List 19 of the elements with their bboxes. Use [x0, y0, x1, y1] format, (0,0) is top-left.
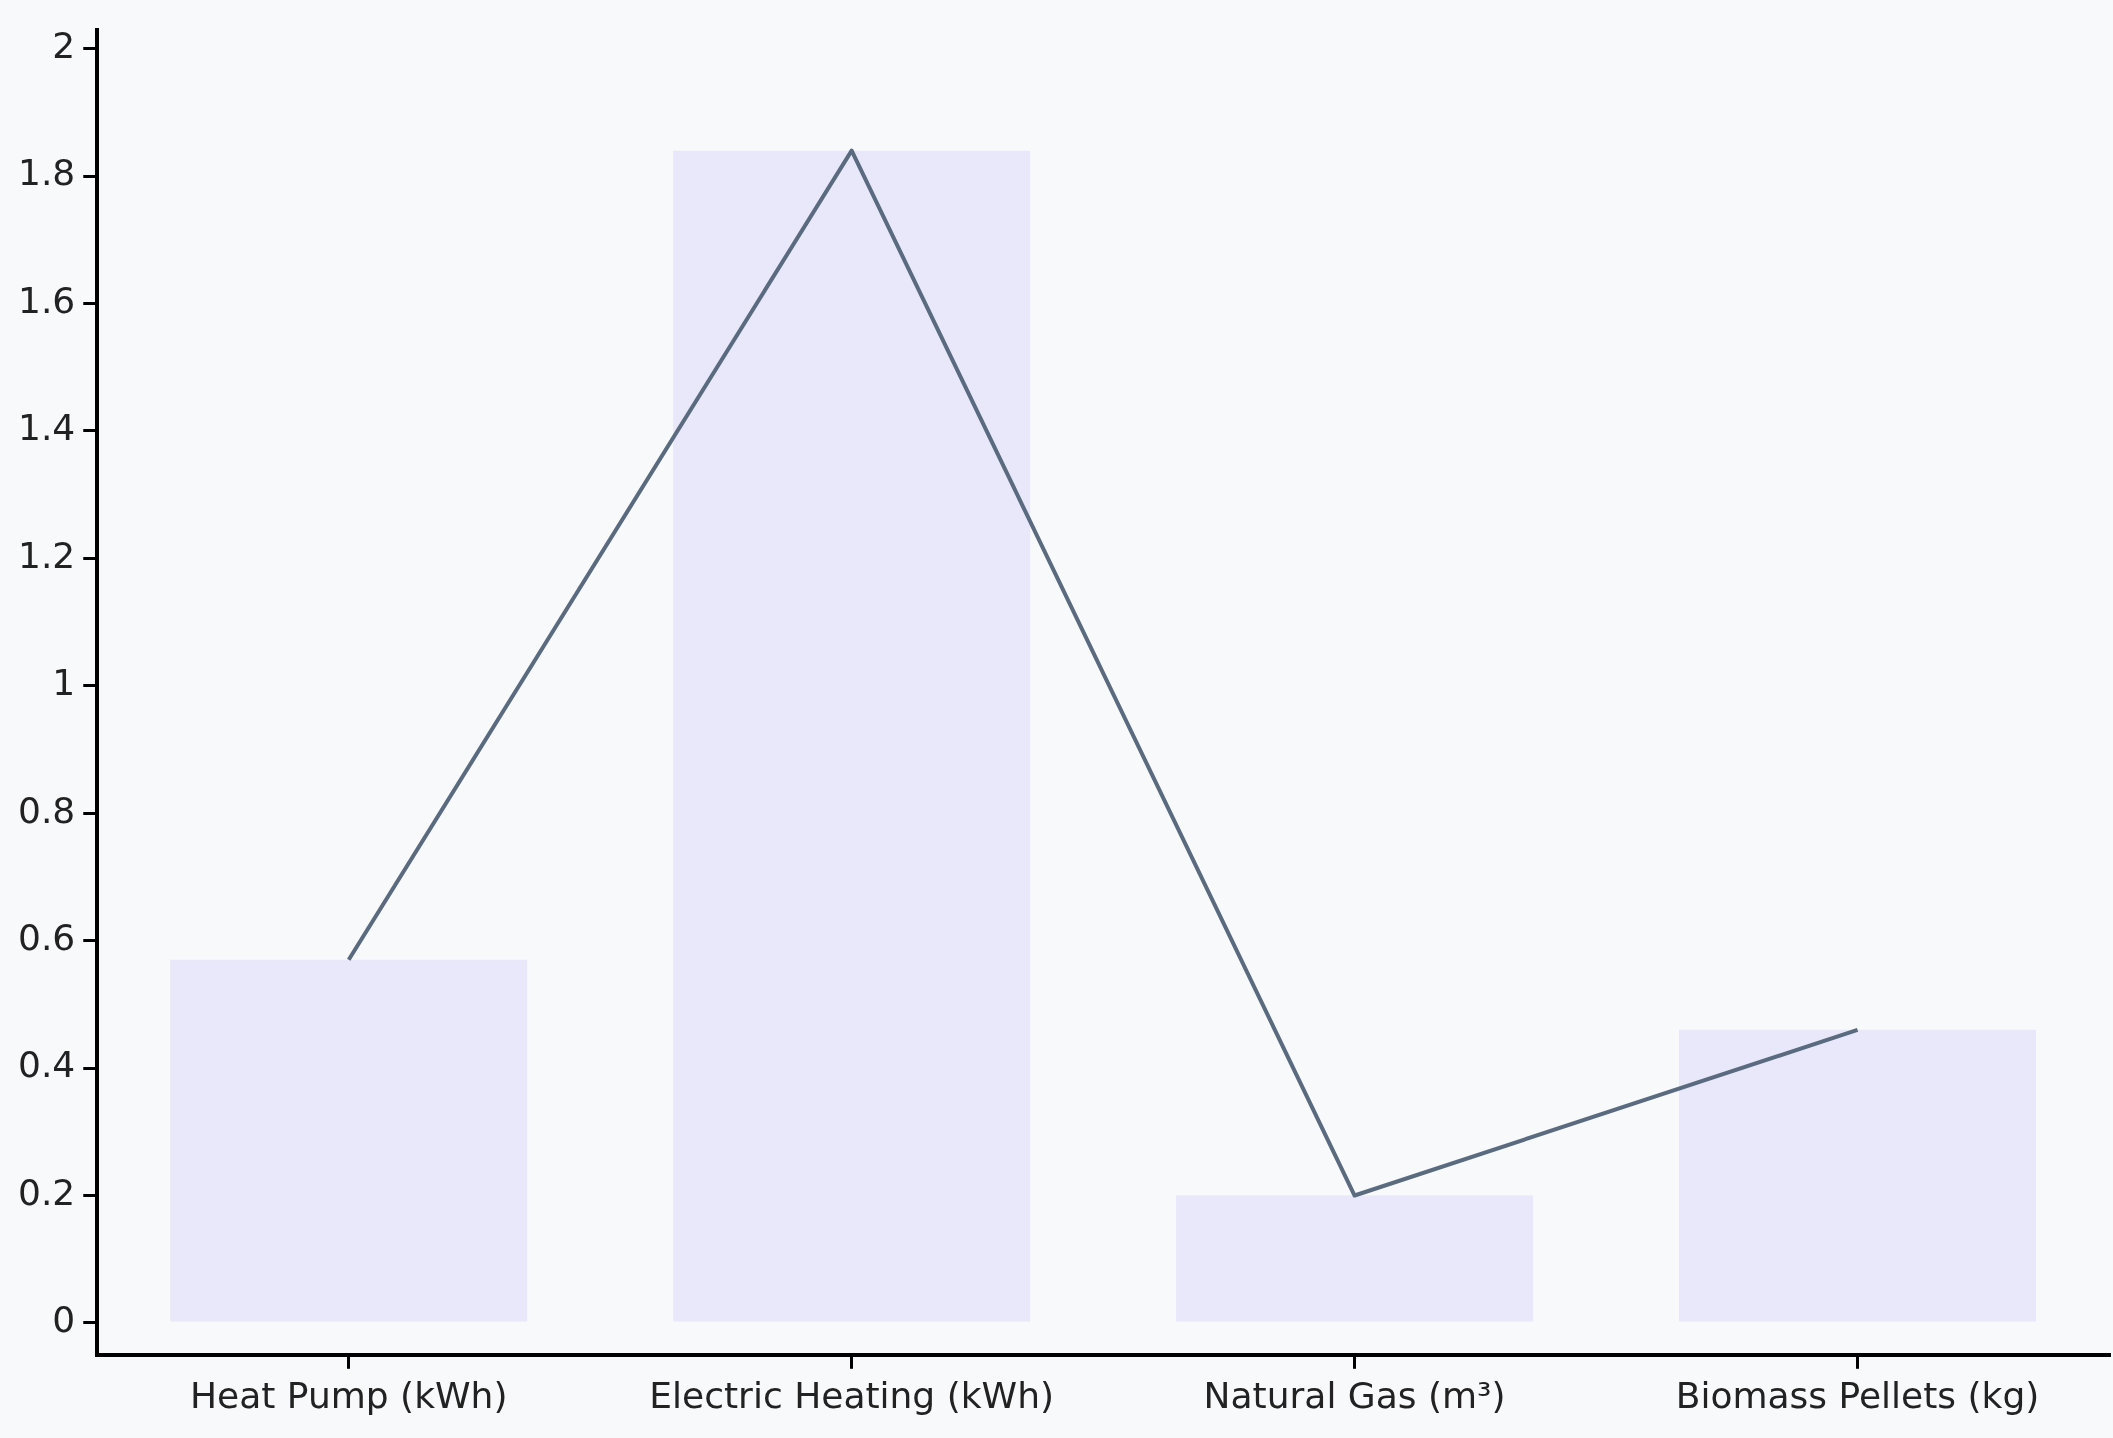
y-tick-label: 0.4: [17, 1044, 76, 1086]
x-tick-label: Biomass Pellets (kg): [1675, 1374, 2040, 1416]
y-tick-label: 1.2: [17, 534, 76, 576]
y-tick-label: 1: [52, 662, 76, 704]
bar: [170, 959, 528, 1322]
bar: [1176, 1195, 1534, 1322]
x-tick-label: Natural Gas (m³): [1203, 1374, 1506, 1416]
y-tick-label: 2: [52, 25, 76, 67]
y-tick-label: 0.8: [17, 789, 76, 831]
y-tick-label: 0: [52, 1299, 76, 1341]
y-tick-label: 0.6: [17, 917, 76, 959]
x-tick-label: Heat Pump (kWh): [189, 1374, 508, 1416]
x-tick-label: Electric Heating (kWh): [649, 1374, 1055, 1416]
y-tick-label: 1.8: [17, 152, 76, 194]
y-tick-label: 0.2: [17, 1171, 76, 1213]
bar: [1678, 1029, 2037, 1322]
y-tick-label: 1.4: [17, 407, 76, 449]
bar: [673, 150, 1031, 1322]
y-tick-label: 1.6: [17, 279, 76, 321]
